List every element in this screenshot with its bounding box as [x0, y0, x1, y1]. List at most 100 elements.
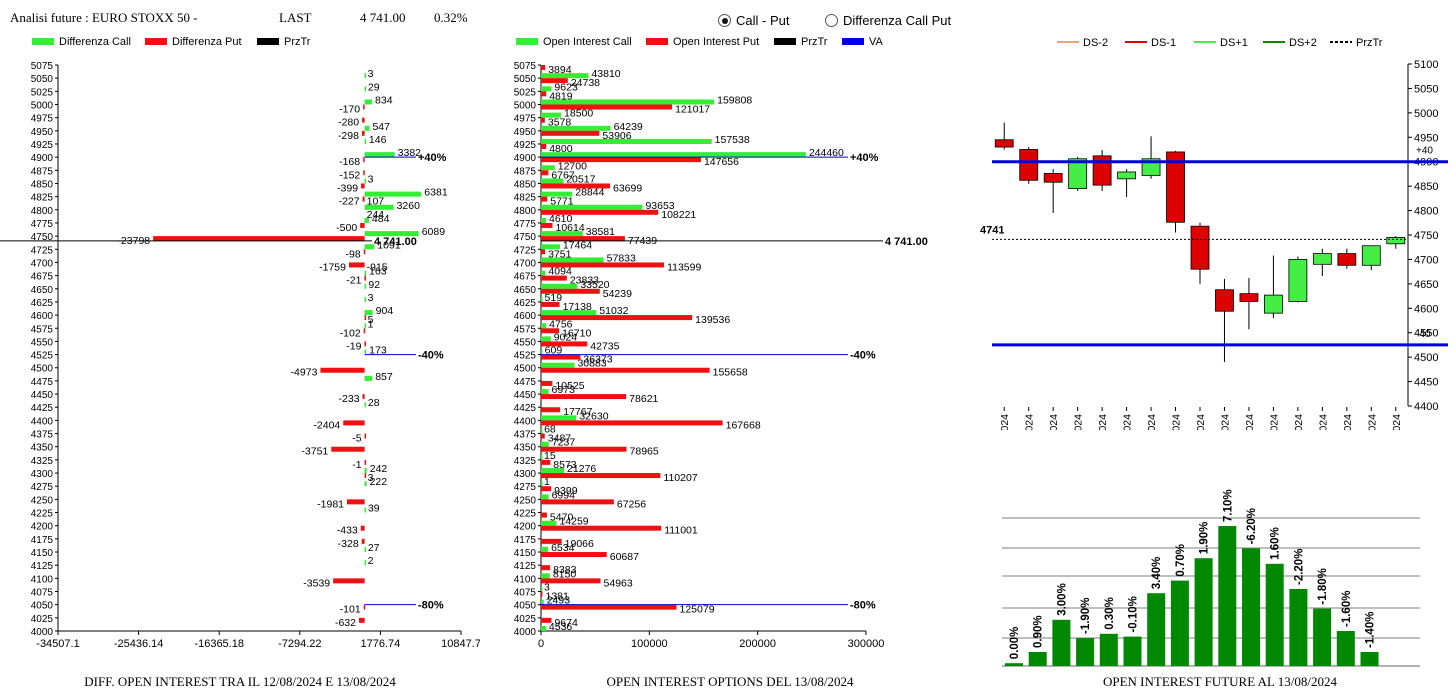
y-tick-label: 4250 [514, 495, 537, 506]
put-value-label: 5470 [550, 512, 574, 524]
put-bar [541, 446, 627, 452]
put-bar [363, 170, 365, 176]
put-bar [541, 486, 552, 492]
y-tick-label: 4875 [31, 166, 54, 177]
candle-body [1166, 151, 1185, 223]
put-value-label: 9674 [554, 617, 578, 629]
put-value-label: 63699 [613, 182, 642, 194]
oi-future-bar [1289, 589, 1308, 666]
put-bar [541, 420, 723, 426]
call-bar [541, 270, 546, 276]
call-bar [541, 454, 543, 460]
caption-diff: DIFF. OPEN INTEREST TRA IL 12/08/2024 E … [84, 674, 396, 689]
candle-body [1288, 259, 1308, 302]
x-tick-label: 25/07/2024 [1048, 414, 1060, 430]
y-tick-label: 5075 [514, 61, 537, 72]
chart-oi-legend-label: Open Interest Put [673, 36, 759, 48]
put-bar [541, 380, 553, 386]
y-tick-label: 4675 [514, 272, 537, 283]
put-value-label: 23833 [570, 275, 599, 287]
oi-future-value-label: 7.10% [1222, 489, 1234, 522]
x-tick-label: 200000 [739, 638, 776, 650]
put-value-label: -152 [339, 169, 360, 181]
call-bar [364, 481, 367, 487]
y-tick-label: 4200 [31, 522, 54, 533]
radio-diff-label: Differenza Call Put [843, 13, 952, 28]
put-bar [343, 420, 365, 426]
put-value-label: -1 [352, 459, 361, 471]
y-tick-label: 4500 [1414, 352, 1438, 364]
put-value-label: -233 [339, 393, 360, 405]
extra-value-label: -915 [367, 261, 388, 273]
oi-future-value-label: 0.00% [1009, 627, 1021, 660]
candle-body [1312, 253, 1332, 265]
y-tick-label: 4175 [514, 535, 537, 546]
call-bar [364, 402, 367, 408]
candle-body [1239, 293, 1259, 302]
radio-diff-call-put[interactable]: Differenza Call Put [825, 13, 951, 28]
radio-call-put[interactable]: Call - Put [718, 13, 789, 28]
call-bar [541, 99, 715, 105]
call-bar [541, 165, 555, 171]
put-bar [541, 222, 553, 228]
y-tick-label: 4325 [31, 456, 54, 467]
call-value-label: 17464 [563, 239, 592, 251]
put-bar [333, 578, 365, 584]
y-tick-label: 4150 [514, 548, 537, 559]
put-value-label: -98 [346, 248, 361, 260]
y-tick-label: 4000 [514, 627, 537, 638]
oi-future-value-label: 3.00% [1056, 583, 1068, 616]
call-value-label: 20517 [566, 173, 595, 185]
y-tick-label: 4500 [31, 364, 54, 375]
y-tick-label: 4950 [31, 127, 54, 138]
put-bar [363, 249, 366, 255]
put-bar [361, 538, 365, 544]
call-value-label: 57833 [607, 252, 636, 264]
put-bar [541, 301, 560, 307]
oi-future-bar [1242, 548, 1260, 666]
put-value-label: -500 [336, 222, 357, 234]
put-bar [541, 130, 600, 136]
call-bar [541, 428, 543, 434]
oi-future-bar [1218, 526, 1237, 666]
y-tick-label: 4525 [31, 351, 54, 362]
call-bar [364, 349, 367, 355]
call-value-label: 547 [372, 121, 390, 133]
put-value-label: 125079 [680, 604, 715, 616]
y-tick-label: 4050 [514, 601, 537, 612]
put-value-label: -21 [346, 275, 361, 287]
put-bar [363, 104, 365, 110]
put-value-label: 24738 [571, 77, 600, 89]
y-tick-label: 4375 [514, 430, 537, 441]
oi-future-value-label: 0.90% [1033, 615, 1045, 648]
oi-future-value-label: -1.90% [1080, 598, 1092, 634]
call-bar [364, 310, 373, 316]
put-bar [541, 433, 545, 439]
y-tick-label: 4850 [514, 179, 537, 190]
call-value-label: 1 [544, 476, 550, 488]
candle-body [1361, 245, 1381, 266]
call-bar [541, 217, 546, 223]
diff-open-interest-chart: Differenza Call Differenza Put PrzTr 5075 50… [0, 36, 480, 650]
candle-body [1117, 171, 1136, 180]
call-bar [541, 244, 560, 250]
put-bar [364, 473, 367, 479]
put-bar [360, 525, 365, 531]
oi-future-bar [1028, 652, 1047, 666]
y-tick-label: 4100 [31, 574, 54, 585]
put-value-label: 3 [368, 472, 374, 484]
call-value-label: 609 [545, 345, 563, 357]
call-bar [364, 270, 367, 276]
y-tick-label: 4650 [31, 285, 54, 296]
call-value-label: 32630 [579, 410, 608, 422]
put-bar [348, 262, 365, 268]
put-value-label: -3539 [303, 577, 330, 589]
put-bar [362, 117, 365, 123]
put-bar [361, 183, 365, 189]
put-value-label: -170 [339, 103, 360, 115]
put-bar [331, 446, 365, 452]
put-bar [320, 367, 365, 373]
chart-oi-legend-swatch [774, 38, 796, 45]
y-tick-label: 4275 [514, 482, 537, 493]
call-value-label: 4536 [549, 621, 573, 633]
